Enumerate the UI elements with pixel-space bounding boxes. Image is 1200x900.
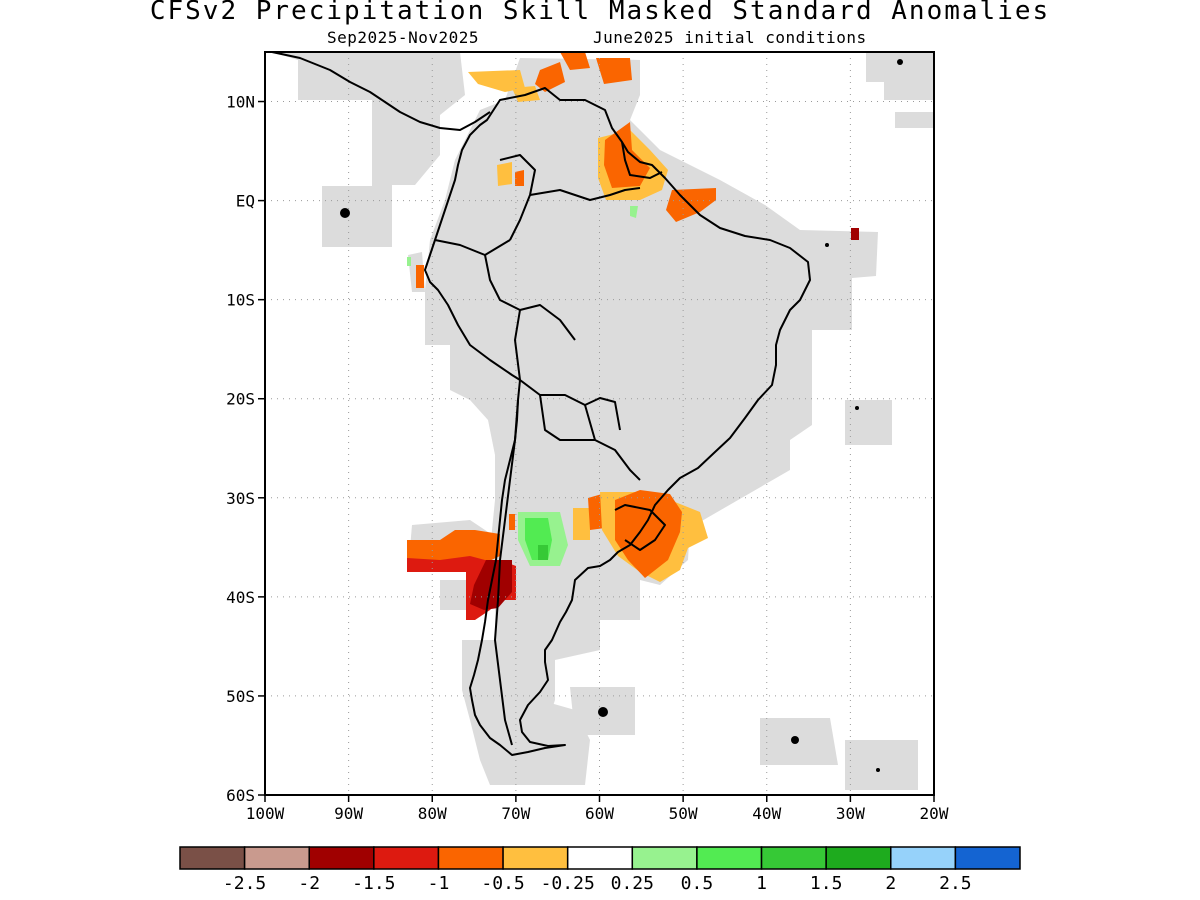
anomaly-colombia-neg025 (497, 162, 512, 186)
colorbar-swatch-7 (631, 846, 698, 870)
south-georgia-island (791, 736, 799, 744)
x-tick-label-6: 40W (752, 804, 781, 823)
colorbar-swatch-2 (308, 846, 375, 870)
anomaly-guianas-pos05 (630, 206, 638, 218)
colorbar-swatch-3 (373, 846, 440, 870)
x-tick-label-1: 90W (334, 804, 363, 823)
subtitle-init: June2025 initial conditions (593, 28, 867, 47)
border-argentina-chile (494, 399, 519, 746)
anomaly-caribbean-neg05-b (560, 52, 590, 70)
galapagos-islands (340, 208, 350, 218)
border-paraguay (584, 404, 641, 481)
anomaly-caribbean-neg025-a (468, 70, 525, 92)
anomaly-argentina-pos15 (538, 545, 548, 560)
anomaly-uruguay-neg025 (573, 508, 590, 540)
colorbar-swatch-5 (502, 846, 569, 870)
colorbar-swatch-0 (179, 846, 246, 870)
y-tick-label-1: EQ (236, 192, 255, 211)
colorbar-label-7: 0.5 (681, 873, 714, 894)
y-tick-label-5: 40S (226, 588, 255, 607)
anomaly-colombia-neg05 (515, 170, 524, 186)
anomaly-ecuador-pos05 (407, 257, 411, 266)
anomaly-brazil-neg05 (615, 490, 682, 578)
anomaly-caribbean-neg05-c (596, 58, 632, 84)
mask-atlantic-east (845, 400, 892, 445)
mask-south-georgia (760, 718, 838, 765)
colorbar-label-6: 0.25 (611, 873, 654, 894)
x-tick-label-7: 30W (836, 804, 865, 823)
y-tick-label-3: 20S (226, 390, 255, 409)
anomaly-layer (407, 52, 859, 620)
colorbar-swatch-10 (825, 846, 892, 870)
colorbar-label-1: -2 (298, 873, 320, 894)
south-sandwich-islands (876, 768, 880, 772)
coastline-south-america (424, 87, 811, 756)
y-tick-label-0: 10N (226, 93, 255, 112)
border-uruguay (614, 504, 666, 551)
x-tick-label-8: 20W (920, 804, 949, 823)
border-argentina-bolivia (539, 394, 595, 441)
colorbar-label-9: 1.5 (810, 873, 843, 894)
colorbar-swatch-12 (954, 846, 1021, 870)
colorbar-label-3: -1 (428, 873, 450, 894)
anomaly-argentina-neg05 (509, 514, 515, 530)
border-colombia (499, 154, 536, 241)
fernando-de-noronha (825, 243, 829, 247)
x-tick-label-2: 80W (418, 804, 447, 823)
border-ecuador-peru (434, 239, 511, 256)
colorbar-swatch-6 (566, 846, 634, 870)
trindade-island (855, 406, 859, 410)
x-tick-label-3: 70W (501, 804, 530, 823)
subtitle-period: Sep2025-Nov2025 (327, 28, 479, 47)
x-tick-label-4: 60W (585, 804, 614, 823)
colorbar-swatch-11 (890, 846, 957, 870)
coastline-central-america (271, 51, 491, 131)
mask-atlantic-ne (866, 52, 934, 100)
mask-atlantic-south (845, 740, 918, 790)
x-tick-label-5: 50W (669, 804, 698, 823)
coastline-layer (271, 51, 811, 756)
mask-atlantic-ne2 (895, 112, 934, 128)
colorbar-label-0: -2.5 (223, 873, 266, 894)
chart-title: CFSv2 Precipitation Skill Masked Standar… (149, 0, 1051, 26)
colorbar: -2.5 -2 -1.5 -1 -0.5 -0.25 0.25 0.5 1 1.5 2 2.5 (179, 846, 1021, 894)
colorbar-swatch-9 (760, 846, 827, 870)
colorbar-label-4: -0.5 (481, 873, 524, 894)
x-tick-label-0: 100W (246, 804, 285, 823)
colorbar-label-11: 2.5 (939, 873, 972, 894)
border-bolivia (514, 309, 621, 431)
y-tick-label-2: 10S (226, 291, 255, 310)
colorbar-label-8: 1 (756, 873, 767, 894)
y-tick-label-4: 30S (226, 489, 255, 508)
colorbar-label-2: -1.5 (352, 873, 395, 894)
falkland-islands (598, 707, 608, 717)
anomaly-caribbean-neg05-a (535, 62, 565, 92)
anomaly-atlantic-neg15 (851, 228, 859, 240)
anomaly-ecuador-neg05 (416, 265, 424, 288)
islands-layer (340, 59, 903, 772)
cape-verde-islands (897, 59, 903, 65)
mask-southern-tip (462, 640, 590, 785)
colorbar-swatch-4 (437, 846, 504, 870)
border-venezuela-brazil (529, 187, 641, 201)
border-guianas (621, 141, 663, 179)
mask-continent (425, 58, 878, 745)
colorbar-swatch-1 (243, 846, 310, 870)
y-tick-label-7: 60S (226, 786, 255, 805)
mask-north-pacific (272, 52, 465, 247)
colorbar-swatch-8 (696, 846, 763, 870)
y-tick-label-6: 50S (226, 687, 255, 706)
colorbar-label-10: 2 (885, 873, 896, 894)
anomaly-guianas-neg05 (604, 122, 650, 188)
colorbar-label-5: -0.25 (541, 873, 595, 894)
